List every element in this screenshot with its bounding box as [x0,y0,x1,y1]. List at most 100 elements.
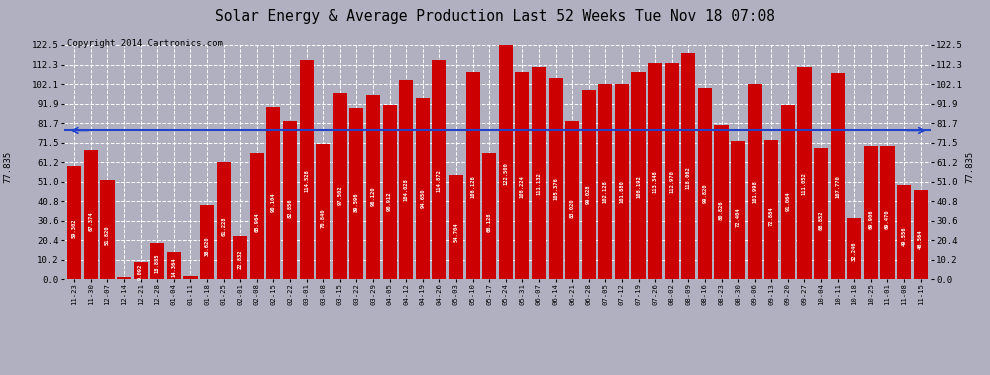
Bar [516,72,530,279]
Bar [366,96,380,279]
Text: 54.704: 54.704 [453,222,458,242]
Bar [731,141,745,279]
Text: 9.092: 9.092 [139,263,144,280]
Text: 59.302: 59.302 [72,219,77,238]
Text: 105.376: 105.376 [553,177,558,200]
Text: 83.020: 83.020 [569,198,574,217]
Text: 49.556: 49.556 [902,227,907,246]
Text: 108.224: 108.224 [520,175,525,198]
Text: 80.826: 80.826 [719,200,724,219]
Text: 96.120: 96.120 [370,187,375,206]
Bar [183,276,198,279]
Text: 91.064: 91.064 [785,191,790,211]
Text: 65.964: 65.964 [254,213,259,232]
Text: 89.596: 89.596 [353,192,359,212]
Bar [117,278,131,279]
Bar [150,243,164,279]
Text: 46.564: 46.564 [918,230,923,249]
Text: 67.374: 67.374 [88,211,93,231]
Text: 18.885: 18.885 [154,254,159,273]
Bar [249,153,264,279]
Bar [465,72,479,279]
Bar [67,166,81,279]
Text: 113.348: 113.348 [652,170,657,193]
Text: 77.835: 77.835 [965,151,975,183]
Text: 102.128: 102.128 [603,180,608,203]
Bar [814,148,828,279]
Bar [864,146,878,279]
Text: 118.062: 118.062 [686,166,691,189]
Text: 112.970: 112.970 [669,171,674,194]
Text: 14.364: 14.364 [171,257,176,277]
Bar [399,80,413,279]
Text: 101.998: 101.998 [752,180,757,203]
Bar [664,63,679,279]
Text: 90.104: 90.104 [271,192,276,211]
Bar [698,88,712,279]
Text: 61.228: 61.228 [221,217,226,236]
Bar [84,150,98,279]
Bar [100,180,115,279]
Bar [598,84,613,279]
Bar [167,252,181,279]
Text: 77.835: 77.835 [3,151,13,183]
Bar [648,63,662,279]
Text: 111.132: 111.132 [537,172,542,195]
Text: 114.872: 114.872 [437,169,442,192]
Text: 72.884: 72.884 [769,207,774,226]
Text: 66.128: 66.128 [487,213,492,232]
Text: 114.528: 114.528 [304,170,309,192]
Bar [300,60,314,279]
Bar [797,67,812,279]
Bar [781,105,795,279]
Text: 22.832: 22.832 [238,250,243,270]
Bar [349,108,363,279]
Bar [914,190,928,279]
Text: 38.620: 38.620 [205,236,210,256]
Bar [283,121,297,279]
Text: 97.502: 97.502 [338,186,343,205]
Bar [565,120,579,279]
Bar [234,236,248,279]
Bar [615,84,629,279]
Bar [632,72,645,279]
Text: 69.470: 69.470 [885,210,890,230]
Bar [681,54,695,279]
Bar [266,107,280,279]
Text: 94.650: 94.650 [421,188,426,208]
Text: 99.820: 99.820 [703,184,708,203]
Text: 99.028: 99.028 [586,184,591,204]
Bar [831,73,844,279]
Text: 111.052: 111.052 [802,172,807,195]
Bar [847,217,861,279]
Bar [897,184,911,279]
Text: 108.128: 108.128 [470,175,475,198]
Text: 68.852: 68.852 [819,210,824,230]
Bar [217,162,231,279]
Text: 72.404: 72.404 [736,207,741,227]
Bar [316,144,331,279]
Text: 69.906: 69.906 [868,210,873,229]
Bar [433,60,446,279]
Bar [582,90,596,279]
Bar [532,67,546,279]
Text: 32.246: 32.246 [851,242,856,261]
Text: 51.820: 51.820 [105,225,110,245]
Text: 82.856: 82.856 [287,198,292,218]
Bar [880,147,895,279]
Bar [715,125,729,279]
Bar [333,93,346,279]
Bar [382,105,397,279]
Text: 122.500: 122.500 [503,162,508,185]
Bar [764,140,778,279]
Text: 104.028: 104.028 [404,178,409,201]
Text: 101.880: 101.880 [620,180,625,203]
Text: 70.840: 70.840 [321,209,326,228]
Text: Solar Energy & Average Production Last 52 Weeks Tue Nov 18 07:08: Solar Energy & Average Production Last 5… [215,9,775,24]
Text: 90.912: 90.912 [387,191,392,211]
Bar [416,98,430,279]
Bar [499,45,513,279]
Bar [134,262,148,279]
Bar [448,175,463,279]
Bar [482,153,496,279]
